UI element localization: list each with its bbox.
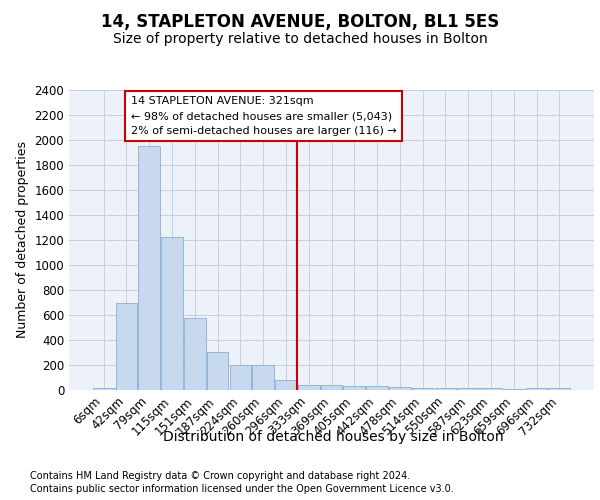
Text: 14 STAPLETON AVENUE: 321sqm
← 98% of detached houses are smaller (5,043)
2% of s: 14 STAPLETON AVENUE: 321sqm ← 98% of det…: [131, 96, 397, 136]
Bar: [434, 388, 456, 390]
Text: Size of property relative to detached houses in Bolton: Size of property relative to detached ho…: [113, 32, 487, 46]
Bar: [480, 388, 502, 390]
Bar: [548, 388, 570, 390]
Text: Distribution of detached houses by size in Bolton: Distribution of detached houses by size …: [163, 430, 503, 444]
Bar: [116, 302, 137, 390]
Text: Contains public sector information licensed under the Open Government Licence v3: Contains public sector information licen…: [30, 484, 454, 494]
Bar: [275, 380, 297, 390]
Bar: [93, 388, 115, 390]
Bar: [343, 386, 365, 390]
Bar: [503, 389, 524, 390]
Bar: [366, 386, 388, 390]
Text: Contains HM Land Registry data © Crown copyright and database right 2024.: Contains HM Land Registry data © Crown c…: [30, 471, 410, 481]
Bar: [207, 352, 229, 390]
Text: 14, STAPLETON AVENUE, BOLTON, BL1 5ES: 14, STAPLETON AVENUE, BOLTON, BL1 5ES: [101, 12, 499, 30]
Bar: [161, 237, 183, 390]
Bar: [184, 318, 206, 390]
Y-axis label: Number of detached properties: Number of detached properties: [16, 142, 29, 338]
Bar: [389, 387, 410, 390]
Bar: [320, 385, 343, 390]
Bar: [298, 385, 320, 390]
Bar: [526, 388, 547, 390]
Bar: [457, 388, 479, 390]
Bar: [139, 146, 160, 390]
Bar: [230, 365, 251, 390]
Bar: [412, 388, 433, 390]
Bar: [253, 365, 274, 390]
